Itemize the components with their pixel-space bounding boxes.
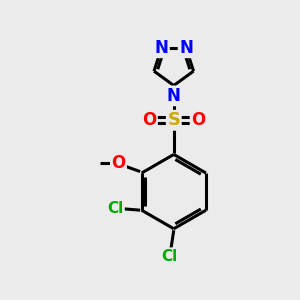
Text: N: N (167, 87, 181, 105)
Text: O: O (142, 111, 157, 129)
Text: N: N (179, 39, 193, 57)
Text: S: S (167, 111, 180, 129)
Text: O: O (111, 154, 125, 172)
Text: N: N (154, 39, 169, 57)
Text: Cl: Cl (107, 201, 124, 216)
Text: Cl: Cl (161, 249, 177, 264)
Text: O: O (191, 111, 205, 129)
